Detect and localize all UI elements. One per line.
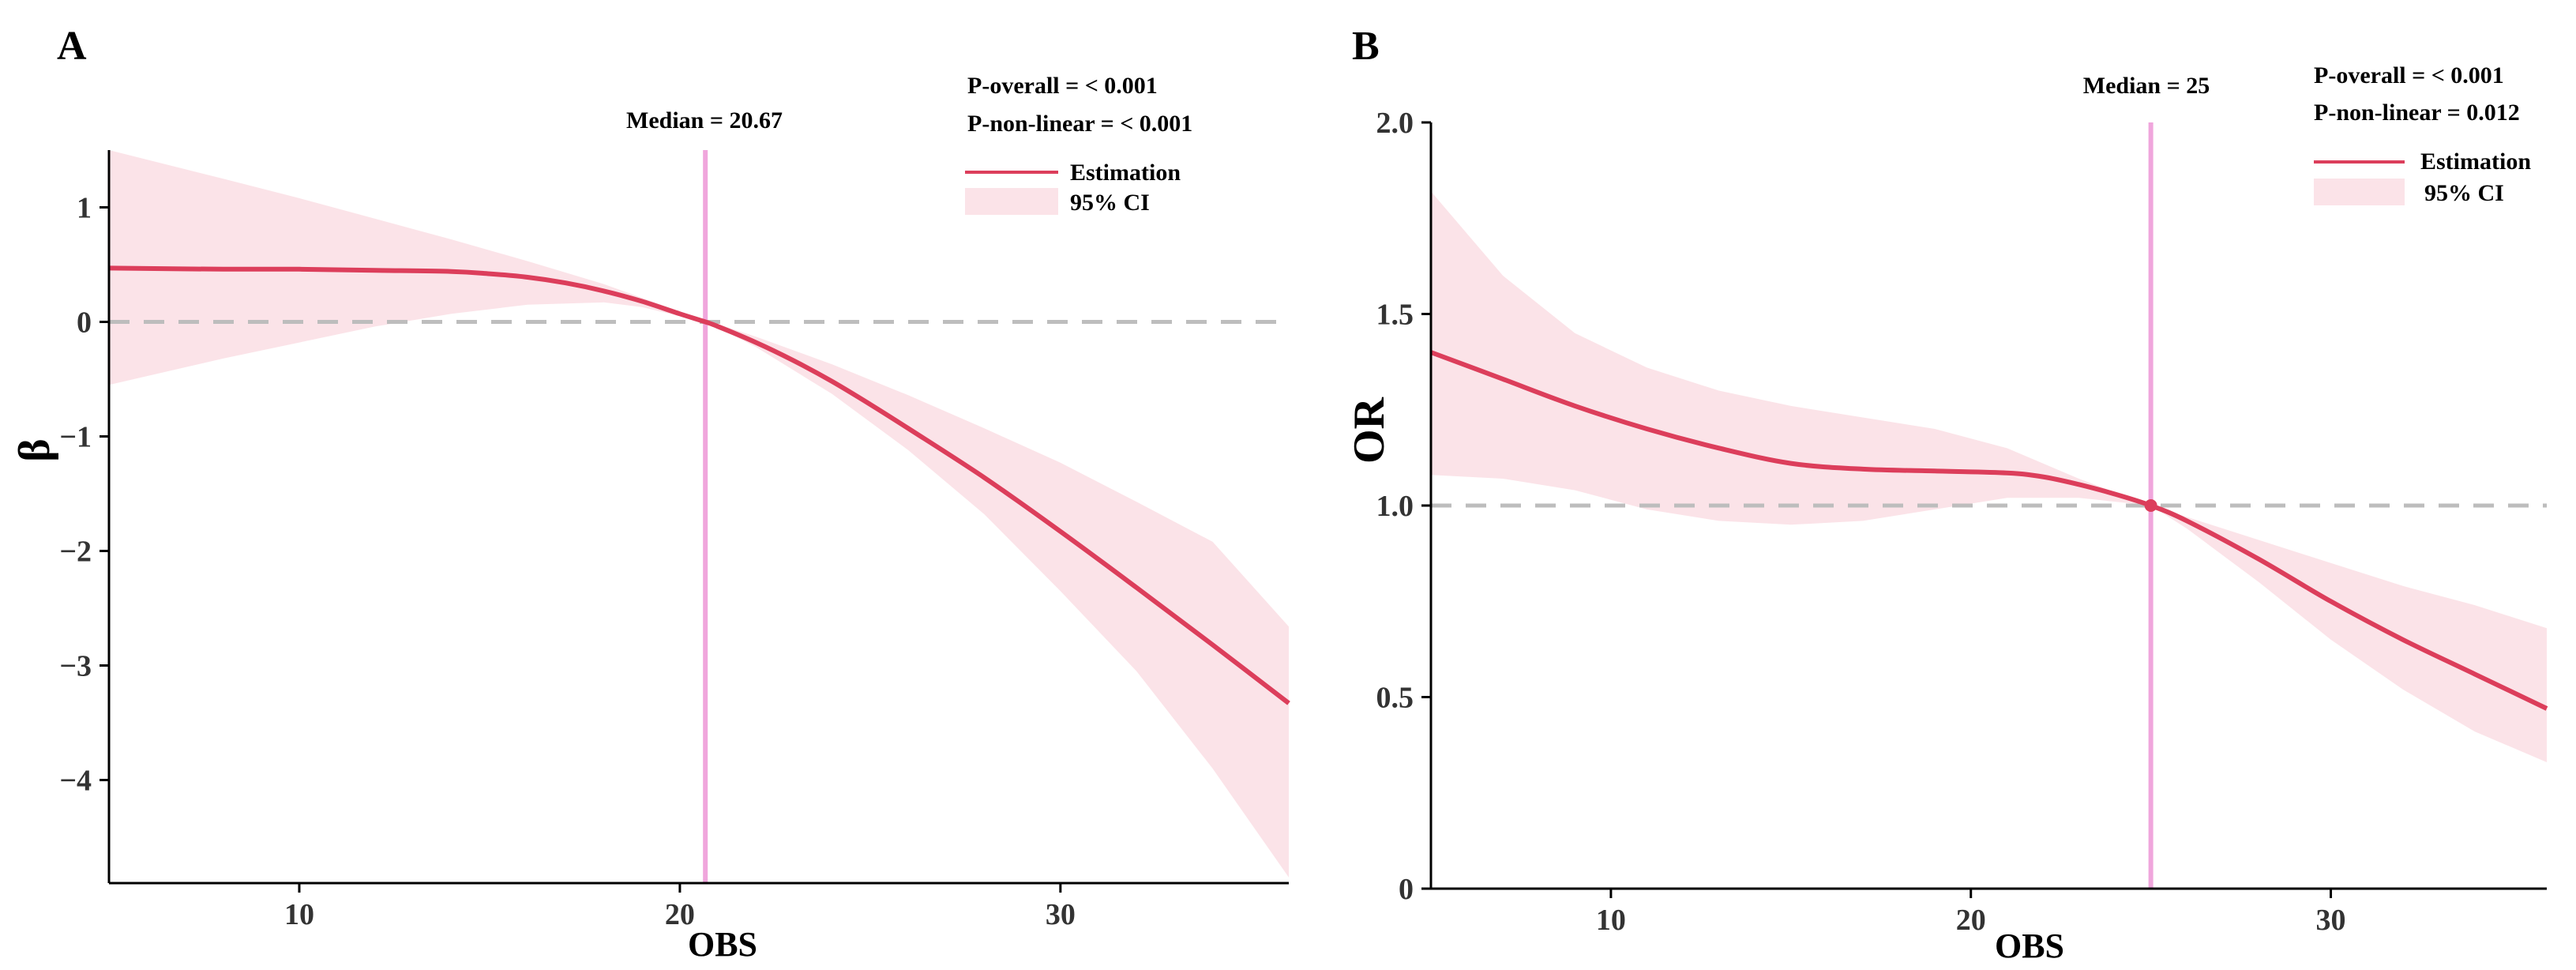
y-tick-label: 0.5 [1376, 682, 1414, 715]
x-tick-label: 10 [1596, 904, 1626, 937]
panel-a-x-ticks: 10 20 30 [284, 883, 1076, 931]
x-tick-label: 30 [1046, 898, 1076, 931]
panel-b-x-ticks: 10 20 30 [1596, 889, 2346, 937]
panel-b-letter: B [1352, 24, 1380, 69]
y-tick-label: 2.0 [1376, 107, 1414, 140]
panel-b-y-ticks: 0 0.5 1.0 1.5 2.0 [1376, 107, 1431, 906]
panel-b-legend: Estimation 95% CI [2314, 149, 2531, 206]
y-tick-label: 1.0 [1376, 490, 1414, 523]
legend-ci-label: 95% CI [1070, 190, 1150, 216]
panel-b-y-axis-title: OR [1345, 397, 1394, 464]
ci-band [109, 150, 1289, 878]
panel-a-legend: Estimation 95% CI [965, 160, 1181, 216]
panel-b-x-axis-title: OBS [1995, 927, 2064, 965]
ci-band [1431, 191, 2547, 763]
y-tick-label: −3 [59, 650, 92, 683]
panel-a-p-overall: P-overall = < 0.001 [967, 73, 1158, 99]
panel-b-p-overall: P-overall = < 0.001 [2314, 62, 2504, 88]
x-tick-label: 30 [2316, 904, 2346, 937]
panel-a-y-ticks: 1 0 −1 −2 −3 −4 [59, 192, 109, 798]
reference-point [2144, 499, 2157, 512]
estimation-curve [1429, 350, 2548, 711]
x-tick-label: 20 [665, 898, 695, 931]
y-tick-label: −1 [59, 421, 92, 454]
panel-a-axes [107, 150, 1289, 885]
legend-ci-label: 95% CI [2424, 180, 2504, 206]
panel-a-estimation-line [108, 265, 1290, 705]
panel-b-estimation-line [1429, 350, 2548, 711]
panel-a-y-axis-title: β [10, 438, 59, 462]
y-tick-label: −2 [59, 536, 92, 569]
panel-a: A 10 20 30 10−1−2−3−4 OBS β Median = 20.67… [10, 24, 1290, 964]
x-tick-label: 10 [284, 898, 314, 931]
panel-b-median-label: Median = 25 [2083, 73, 2210, 99]
panel-a-ci-band [109, 150, 1289, 878]
panel-a-median-label: Median = 20.67 [626, 107, 783, 133]
legend-ci-swatch [965, 188, 1058, 215]
y-tick-label: 0 [1399, 873, 1414, 906]
panel-b-p-nonlinear: P-non-linear = 0.012 [2314, 100, 2520, 126]
panel-b: B 10 20 30 0 0.5 1.0 1.5 2.0 OBS OR Median = 2… [1345, 24, 2548, 965]
y-tick-label: 1 [77, 192, 92, 225]
x-tick-label: 20 [1956, 904, 1986, 937]
panel-a-letter: A [57, 24, 87, 69]
panel-b-ci-band [1431, 191, 2547, 763]
legend-ci-swatch [2314, 179, 2405, 205]
y-tick-label: 1.5 [1376, 299, 1414, 332]
panel-a-x-axis-title: OBS [688, 925, 757, 964]
y-tick-label: −4 [59, 765, 92, 798]
legend-estimation-label: Estimation [2420, 149, 2531, 175]
y-tick-label: 0 [77, 306, 92, 340]
panel-a-p-nonlinear: P-non-linear = < 0.001 [967, 111, 1192, 137]
estimation-curve [108, 265, 1290, 705]
legend-estimation-label: Estimation [1070, 160, 1181, 186]
